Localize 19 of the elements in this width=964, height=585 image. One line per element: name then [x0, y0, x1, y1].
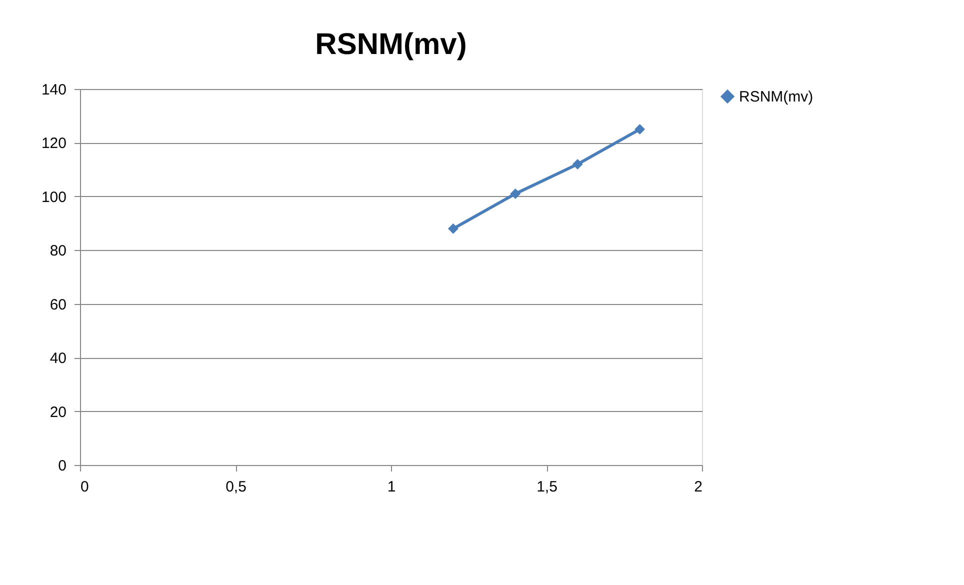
point: [572, 158, 583, 170]
y-tick-label: 120: [41, 135, 66, 152]
legend-label: RSNM(mv): [739, 88, 814, 106]
y-tick-label: 80: [50, 242, 66, 260]
x-tick-label: 1,5: [536, 478, 558, 496]
y-tick-label: 60: [50, 296, 66, 314]
point: [448, 223, 458, 234]
y-tick-label: 0: [58, 458, 66, 474]
x-tick-label: 0,5: [226, 478, 246, 496]
y-tick-label: 140: [41, 82, 66, 98]
x-tick-label: 0: [80, 478, 89, 496]
point: [510, 188, 521, 199]
point: [634, 124, 646, 135]
x-tick-label: 2: [694, 478, 702, 496]
y-tick-label: 20: [50, 404, 66, 421]
y-tick-label: 40: [50, 350, 66, 368]
x-tick-label: 1: [387, 478, 396, 496]
y-tick-label: 100: [41, 188, 66, 206]
chart-title: RSNM(mv): [315, 28, 467, 61]
